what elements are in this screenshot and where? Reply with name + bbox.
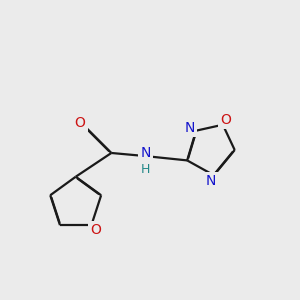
Text: O: O [90,223,101,237]
Text: N: N [185,121,195,135]
Text: H: H [141,163,150,176]
Text: O: O [220,113,231,127]
Text: O: O [75,116,86,130]
Text: N: N [206,174,216,188]
Text: N: N [140,146,151,160]
